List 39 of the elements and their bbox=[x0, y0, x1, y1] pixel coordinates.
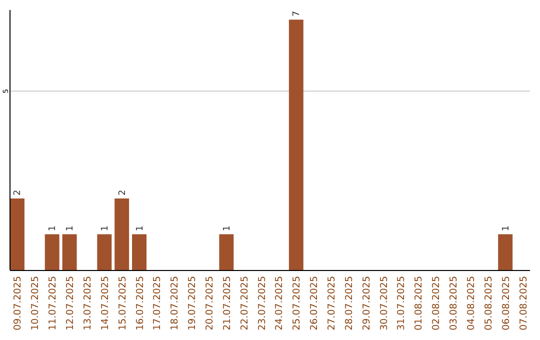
x-tick-label: 25.07.2025 bbox=[292, 276, 303, 330]
x-tick-label: 11.07.2025 bbox=[48, 276, 59, 330]
x-tick-label: 24.07.2025 bbox=[274, 276, 286, 330]
x-tick-label: 10.07.2025 bbox=[30, 276, 42, 330]
x-tick-label: 17.07.2025 bbox=[152, 276, 164, 330]
x-tick-label: 04.08.2025 bbox=[466, 276, 477, 330]
x-tick-label: 12.07.2025 bbox=[65, 276, 76, 330]
x-tick-label: 18.07.2025 bbox=[170, 276, 181, 330]
x-tick-label: 26.07.2025 bbox=[309, 276, 320, 330]
x-tick-label: 19.07.2025 bbox=[187, 276, 198, 330]
data-label: 1 bbox=[100, 226, 110, 232]
x-tick-label: 03.08.2025 bbox=[448, 276, 460, 330]
x-tick-label: 22.07.2025 bbox=[239, 276, 250, 330]
x-tick-label: 21.07.2025 bbox=[222, 276, 233, 330]
x-tick-label: 13.07.2025 bbox=[82, 276, 94, 330]
x-tick-label: 05.08.2025 bbox=[483, 276, 494, 330]
x-tick-label: 02.08.2025 bbox=[431, 276, 442, 330]
x-tick-label: 20.07.2025 bbox=[204, 276, 216, 330]
data-label: 1 bbox=[48, 226, 58, 232]
x-tick-label: 31.07.2025 bbox=[396, 276, 408, 330]
data-label: 1 bbox=[501, 226, 512, 232]
x-tick-label: 23.07.2025 bbox=[256, 276, 268, 330]
data-label: 1 bbox=[222, 226, 232, 232]
x-tick-label: 14.07.2025 bbox=[100, 276, 111, 330]
data-label: 1 bbox=[135, 226, 146, 232]
x-tick-label: 30.07.2025 bbox=[378, 276, 390, 330]
x-tick-label: 28.07.2025 bbox=[344, 276, 355, 330]
x-tick-label: 01.08.2025 bbox=[414, 276, 425, 330]
x-tick-label: 27.07.2025 bbox=[326, 276, 338, 330]
x-tick-label: 06.08.2025 bbox=[500, 276, 512, 330]
x-tick-label: 15.07.2025 bbox=[117, 276, 128, 330]
x-tick-label: 09.07.2025 bbox=[12, 276, 24, 330]
data-label: 2 bbox=[13, 190, 24, 196]
data-label: 2 bbox=[118, 190, 128, 196]
data-label: 7 bbox=[292, 10, 302, 17]
x-tick-label: 16.07.2025 bbox=[134, 276, 146, 330]
x-tick-label: 29.07.2025 bbox=[361, 276, 372, 330]
x-tick-label: 07.08.2025 bbox=[518, 276, 530, 330]
data-label: 1 bbox=[66, 226, 76, 232]
